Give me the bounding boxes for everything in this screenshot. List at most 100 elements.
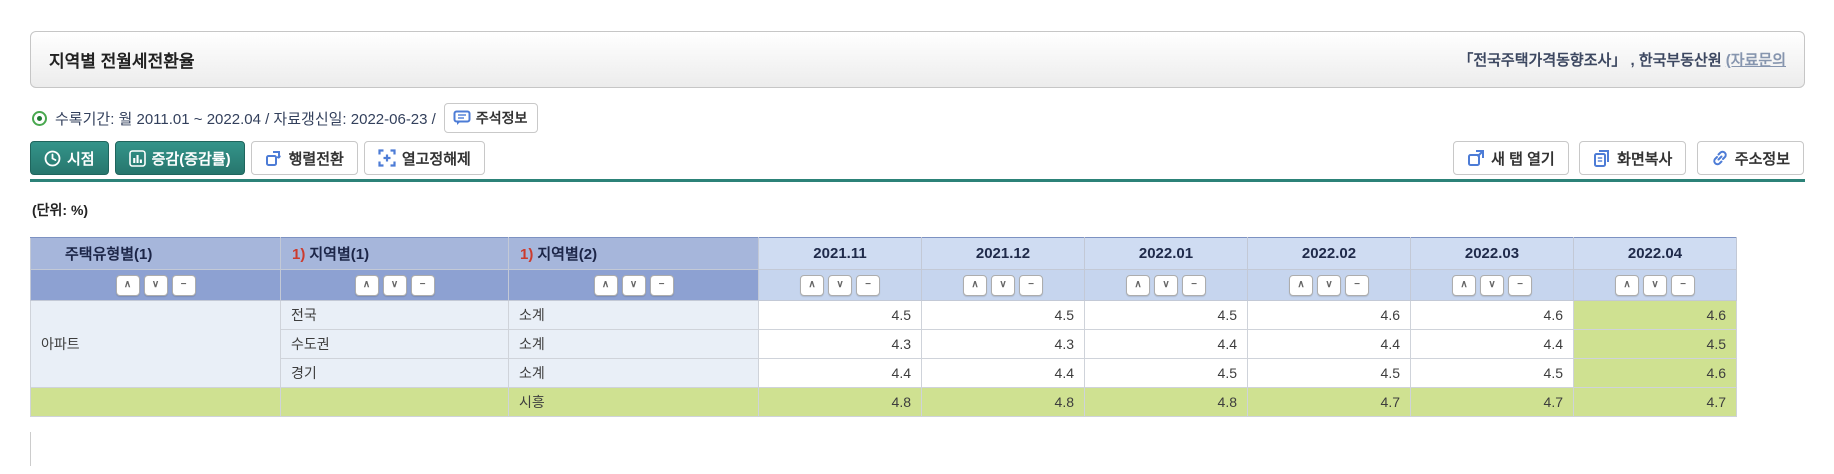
cell-value-highlighted: 4.5 bbox=[1573, 329, 1737, 359]
sort-down-button[interactable]: ∨ bbox=[828, 274, 852, 296]
cell-region1[interactable]: 수도권 bbox=[280, 329, 509, 359]
transpose-icon bbox=[265, 151, 281, 166]
sort-controls: ∧ ∨ − bbox=[1410, 269, 1574, 301]
sort-down-button[interactable]: ∨ bbox=[1154, 274, 1178, 296]
copy-icon bbox=[1594, 150, 1610, 167]
cell-region2[interactable]: 소계 bbox=[508, 300, 759, 330]
sort-up-button[interactable]: ∧ bbox=[963, 274, 987, 296]
cell-value-highlighted: 4.7 bbox=[1410, 387, 1574, 417]
title-bar: 지역별 전월세전환율 「전국주택가격동향조사」 , 한국부동산원 (자료문의 bbox=[30, 31, 1805, 88]
cell-region2[interactable]: 소계 bbox=[508, 358, 759, 388]
cell-region2[interactable]: 소계 bbox=[508, 329, 759, 359]
cell-value-highlighted: 4.8 bbox=[1084, 387, 1248, 417]
sort-up-button[interactable]: ∧ bbox=[1452, 274, 1476, 296]
col-header-region1[interactable]: 1) 지역별(1) bbox=[280, 237, 509, 270]
cell-value: 4.5 bbox=[921, 300, 1085, 330]
cell-value-highlighted: 4.6 bbox=[1573, 358, 1737, 388]
bar-chart-icon bbox=[128, 149, 146, 167]
delta-button[interactable]: 증감(증감률) bbox=[114, 141, 245, 175]
source-text: 「전국주택가격동향조사」 , 한국부동산원 bbox=[1458, 52, 1726, 69]
sort-down-button[interactable]: ∨ bbox=[1317, 274, 1341, 296]
unfreeze-columns-button[interactable]: 열고정해제 bbox=[363, 141, 485, 175]
cell-value: 4.5 bbox=[1084, 358, 1248, 388]
sort-down-button[interactable]: ∨ bbox=[143, 274, 168, 296]
sort-up-button[interactable]: ∧ bbox=[115, 274, 140, 296]
period-info-line: 수록기간: 월 2011.01 ~ 2022.04 / 자료갱신일: 2022-… bbox=[32, 103, 539, 133]
header-row: 주택유형별(1) 1) 지역별(1) 1) 지역별(2) 2021.11 2021.… bbox=[30, 237, 1737, 270]
sort-up-button[interactable]: ∧ bbox=[800, 274, 824, 296]
sort-clear-button[interactable]: − bbox=[171, 274, 196, 296]
cell-value: 4.6 bbox=[1410, 300, 1574, 330]
cell-value: 4.6 bbox=[1247, 300, 1411, 330]
sort-down-button[interactable]: ∨ bbox=[1643, 274, 1667, 296]
period-text: 수록기간: 월 2011.01 ~ 2022.04 / 자료갱신일: 2022-… bbox=[55, 110, 436, 128]
sort-clear-button[interactable]: − bbox=[649, 274, 674, 296]
cell-housing-type[interactable]: 아파트 bbox=[30, 300, 281, 388]
table-toolbar: 시점 증감(증감률) 행렬전환 열고정해제 bbox=[30, 140, 1804, 176]
sort-clear-button[interactable]: − bbox=[410, 274, 435, 296]
address-info-button[interactable]: 주소정보 bbox=[1696, 141, 1804, 175]
col-header-housing-type[interactable]: 주택유형별(1) bbox=[30, 237, 281, 270]
cell-value-highlighted: 4.7 bbox=[1573, 387, 1737, 417]
sort-down-button[interactable]: ∨ bbox=[382, 274, 407, 296]
cell-region2[interactable]: 시흥 bbox=[508, 387, 759, 417]
sort-down-button[interactable]: ∨ bbox=[621, 274, 646, 296]
cell-value: 4.4 bbox=[921, 358, 1085, 388]
toolbar-divider bbox=[30, 179, 1805, 182]
col-header-period[interactable]: 2021.12 bbox=[921, 237, 1085, 270]
sort-up-button[interactable]: ∧ bbox=[1289, 274, 1313, 296]
sort-clear-button[interactable]: − bbox=[1019, 274, 1043, 296]
cell-housing-type[interactable] bbox=[30, 387, 281, 417]
sort-clear-button[interactable]: − bbox=[856, 274, 880, 296]
sort-up-button[interactable]: ∧ bbox=[1615, 274, 1639, 296]
sort-controls: ∧ ∨ − bbox=[508, 269, 759, 301]
cell-region1[interactable]: 경기 bbox=[280, 358, 509, 388]
cell-value-highlighted: 4.8 bbox=[758, 387, 922, 417]
time-period-button[interactable]: 시점 bbox=[30, 141, 109, 175]
sort-up-button[interactable]: ∧ bbox=[1126, 274, 1150, 296]
data-inquiry-link[interactable]: (자료문의 bbox=[1725, 52, 1786, 69]
unit-label: (단위: %) bbox=[32, 202, 89, 218]
cell-value: 4.5 bbox=[1410, 358, 1574, 388]
cell-region1[interactable] bbox=[280, 387, 509, 417]
sort-down-button[interactable]: ∨ bbox=[991, 274, 1015, 296]
sort-down-button[interactable]: ∨ bbox=[1480, 274, 1504, 296]
table-row: 아파트 전국 소계 4.5 4.5 4.5 4.6 4.6 4.6 bbox=[30, 300, 1737, 388]
col-header-region2[interactable]: 1) 지역별(2) bbox=[508, 237, 759, 270]
col-header-period[interactable]: 2022.01 bbox=[1084, 237, 1248, 270]
cell-value-highlighted: 4.7 bbox=[1247, 387, 1411, 417]
sort-up-button[interactable]: ∧ bbox=[354, 274, 379, 296]
table-row: 경기 소계 4.4 4.4 4.5 4.5 4.5 4.6 bbox=[31, 358, 1737, 388]
transpose-button[interactable]: 행렬전환 bbox=[250, 141, 358, 175]
cell-value: 4.3 bbox=[758, 329, 922, 359]
sort-controls: ∧ ∨ − bbox=[921, 269, 1085, 301]
sort-up-button[interactable]: ∧ bbox=[593, 274, 618, 296]
table-row: 수도권 소계 4.3 4.3 4.4 4.4 4.4 4.5 bbox=[31, 329, 1737, 359]
col-header-period[interactable]: 2022.02 bbox=[1247, 237, 1411, 270]
open-new-tab-button[interactable]: 새 탭 열기 bbox=[1453, 141, 1569, 175]
sort-clear-button[interactable]: − bbox=[1182, 274, 1206, 296]
cell-value-highlighted: 4.8 bbox=[921, 387, 1085, 417]
cell-value: 4.5 bbox=[1247, 358, 1411, 388]
annotation-info-button[interactable]: 주석정보 bbox=[443, 103, 539, 133]
bullet-target-icon bbox=[32, 110, 47, 126]
col-header-period[interactable]: 2022.03 bbox=[1410, 237, 1574, 270]
cell-region1[interactable]: 전국 bbox=[280, 300, 509, 330]
sort-clear-button[interactable]: − bbox=[1671, 274, 1695, 296]
sort-controls: ∧ ∨ − bbox=[1247, 269, 1411, 301]
col-header-period[interactable]: 2021.11 bbox=[758, 237, 922, 270]
table-row-highlighted: 시흥 4.8 4.8 4.8 4.7 4.7 4.7 bbox=[30, 387, 1737, 417]
cell-value: 4.3 bbox=[921, 329, 1085, 359]
cell-value: 4.4 bbox=[1247, 329, 1411, 359]
source-caption: 「전국주택가격동향조사」 , 한국부동산원 (자료문의 bbox=[1458, 49, 1786, 70]
sort-clear-button[interactable]: − bbox=[1345, 274, 1369, 296]
sort-clear-button[interactable]: − bbox=[1508, 274, 1532, 296]
speech-bubble-icon bbox=[453, 110, 471, 125]
col-header-period[interactable]: 2022.04 bbox=[1573, 237, 1737, 270]
toolbar-right-group: 새 탭 열기 화면복사 주소정보 bbox=[1447, 141, 1804, 175]
sort-row: ∧ ∨ − ∧ ∨ − ∧ ∨ − ∧ ∨ − ∧ ∨ − ∧ ∨ − ∧ ∨ − ∧ ∨ − ∧ ∨ − bbox=[30, 269, 1737, 301]
sort-controls: ∧ ∨ − bbox=[1084, 269, 1248, 301]
cell-value: 4.5 bbox=[1084, 300, 1248, 330]
copy-screen-button[interactable]: 화면복사 bbox=[1579, 141, 1687, 175]
